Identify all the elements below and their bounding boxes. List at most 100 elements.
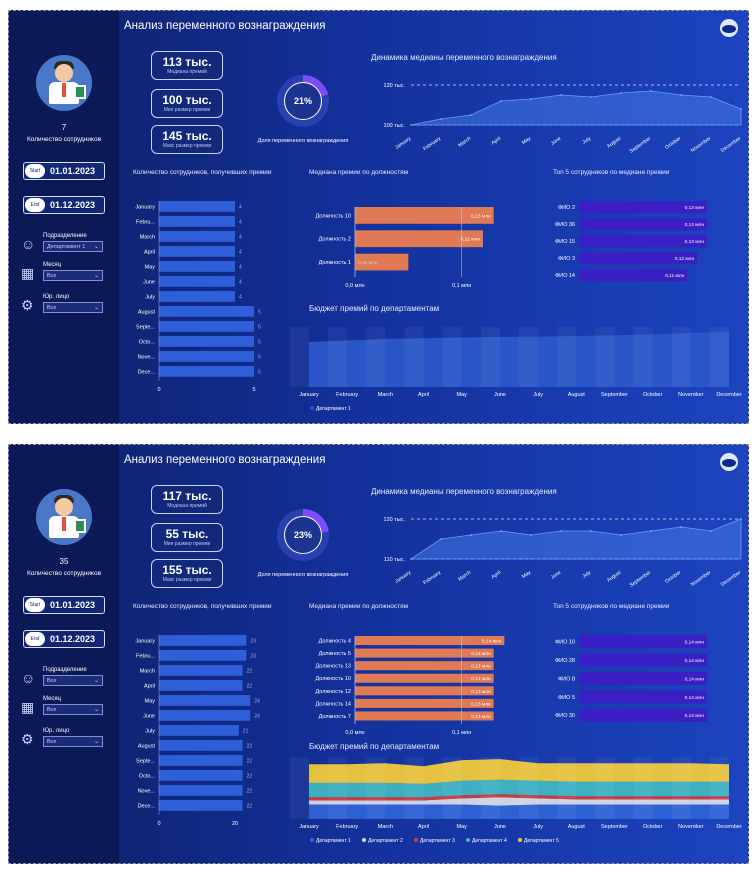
median-point — [470, 114, 472, 116]
department-filter-value: Все — [47, 678, 57, 684]
chevron-down-icon: ⌄ — [93, 707, 99, 713]
donut-value: 23% — [284, 516, 322, 554]
department-filter-select[interactable]: Все ⌄ — [43, 675, 103, 686]
kpi-label: Мин размер премии — [163, 107, 211, 113]
month-band — [328, 327, 348, 387]
donut-label: Доля переменного вознаграждения — [257, 572, 349, 578]
bar — [355, 207, 494, 224]
bar — [159, 336, 254, 347]
end-date-picker[interactable]: End 01.12.2023 — [23, 630, 105, 648]
month-filter-label: Месяц — [43, 262, 62, 268]
kpi-card: 100 тыс. Мин размер премии — [151, 89, 223, 118]
month-band — [404, 757, 424, 819]
x-tick-label: September — [629, 570, 653, 589]
bar — [579, 690, 707, 704]
x-tick-label: June — [494, 392, 506, 398]
x-tick-label: March — [457, 570, 472, 583]
month-band — [328, 757, 348, 819]
month-filter-select[interactable]: Все ⌄ — [43, 270, 103, 281]
median-point — [410, 124, 412, 126]
legend-label: Департамент 1 — [316, 406, 351, 412]
month-band — [404, 327, 424, 387]
x-tick-label: June — [550, 570, 563, 581]
donut-label: Доля переменного вознаграждения — [257, 138, 349, 144]
x-tick-label: February — [336, 824, 358, 830]
x-tick-label: November — [678, 392, 704, 398]
bar — [355, 686, 494, 696]
legend-swatch — [518, 838, 522, 842]
kpi-label: Макс размер премии — [162, 143, 212, 149]
legend-swatch — [310, 838, 314, 842]
x-tick-label: 20 — [232, 821, 238, 827]
end-date-label: End — [25, 632, 45, 646]
bar — [355, 253, 409, 271]
bar-value-label: 5 — [258, 324, 261, 330]
x-tick-label: May — [521, 135, 533, 146]
filters-sidebar: 7 Количество сотрудников Start 01.01.2023 En… — [9, 11, 119, 423]
category-label: January — [135, 638, 155, 644]
bar-value-label: 22 — [247, 758, 253, 764]
y-tick-label: 120 тыс. — [384, 83, 406, 89]
x-tick-label: 0 — [157, 821, 160, 827]
median-point — [740, 108, 742, 110]
bar — [355, 648, 494, 658]
bar — [579, 635, 707, 649]
x-tick-label: February — [336, 392, 358, 398]
bar — [159, 710, 251, 721]
legal-entity-filter-value: Все — [47, 305, 57, 311]
month-band — [366, 327, 386, 387]
y-tick-label: 110 тыс. — [384, 557, 406, 563]
x-tick-label: March — [378, 392, 393, 398]
x-tick-label: February — [422, 135, 442, 152]
bar-value-label: 24 — [254, 713, 260, 719]
month-band — [289, 327, 309, 387]
legend-label: Департамент 2 — [368, 838, 403, 844]
start-date-picker[interactable]: Start 01.01.2023 — [23, 596, 105, 614]
budget-chart-title: Бюджет премий по департаментам — [309, 742, 440, 751]
median-point — [530, 534, 532, 536]
legend-swatch — [310, 406, 314, 410]
category-label: ФИО 8 — [558, 676, 575, 682]
category-label: Septe... — [136, 758, 155, 764]
bar-chart: ФИО 10 0,14 млн ФИО 28 0,14 млн ФИО 8 0,14 мл… — [555, 635, 707, 722]
legal-entity-filter-select[interactable]: Все ⌄ — [43, 736, 103, 747]
bar — [579, 218, 707, 231]
bar — [159, 800, 243, 811]
bar — [159, 246, 235, 257]
bar-value-label: 0,13 млн — [471, 714, 491, 720]
bar-value-label: 0,13 млн — [471, 664, 491, 670]
category-label: ФИО 28 — [555, 658, 575, 664]
category-label: Должность 2 — [319, 237, 351, 243]
legal-entity-filter-select[interactable]: Все ⌄ — [43, 302, 103, 313]
median-point — [620, 534, 622, 536]
category-label: Должность 1 — [319, 260, 351, 266]
category-label: Febru... — [136, 653, 155, 659]
top-employees-title: Топ 5 сотрудников по медиане премии — [553, 603, 670, 610]
bar-chart: ФИО 2 0,13 млн ФИО 36 0,13 млн ФИО 15 0,13 мл… — [555, 201, 707, 282]
y-tick-label: 120 тыс. — [384, 517, 406, 523]
category-label: July — [145, 728, 155, 734]
kpi-label: Макс размер премии — [162, 577, 212, 583]
area-series-5 — [309, 759, 729, 784]
month-filter-select[interactable]: Все ⌄ — [43, 704, 103, 715]
bar-value-label: 0,13 млн — [685, 239, 705, 245]
x-tick-label: July — [581, 569, 592, 579]
bar-value-label: 0,13 млн — [471, 676, 491, 682]
month-band — [519, 757, 539, 819]
bar — [579, 653, 707, 667]
category-label: March — [140, 668, 155, 674]
kpi-card: 145 тыс. Макс размер премии — [151, 125, 223, 154]
end-date-picker[interactable]: End 01.12.2023 — [23, 196, 105, 214]
start-date-picker[interactable]: Start 01.01.2023 — [23, 162, 105, 180]
bar-value-label: 22 — [247, 668, 253, 674]
kpi-value: 100 тыс. — [162, 93, 212, 107]
x-tick-label: June — [494, 824, 506, 830]
median-area — [409, 518, 742, 560]
x-tick-label: January — [299, 824, 319, 830]
median-trend-title: Динамика медианы переменного вознагражде… — [371, 53, 557, 62]
category-label: ФИО 14 — [555, 273, 575, 279]
bar-value-label: 5 — [258, 354, 261, 360]
department-filter-label: Подразделение — [43, 667, 87, 673]
y-tick-label: 100 тыс. — [384, 123, 406, 129]
department-filter-select[interactable]: Департамент 1 ⌄ — [43, 241, 103, 252]
